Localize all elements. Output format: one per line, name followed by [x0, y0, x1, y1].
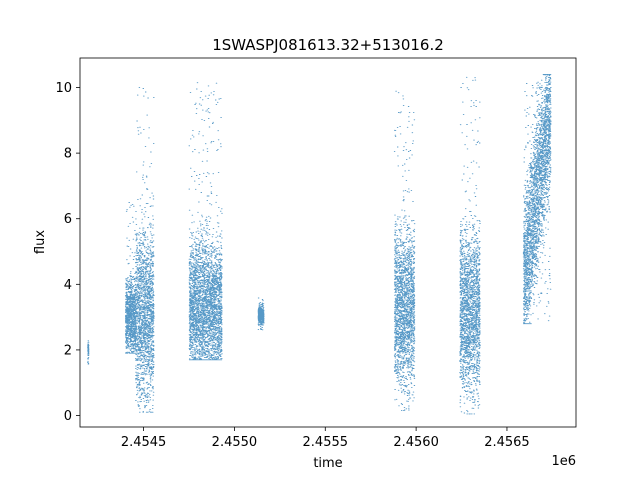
- data-point-cloud: [87, 73, 552, 415]
- y-tick-label: 0: [64, 409, 72, 424]
- x-tick-label: 2.4555: [303, 435, 349, 450]
- y-axis-ticks: 0 2 4 6 8 10: [55, 81, 80, 424]
- x-axis-offset-label: 1e6: [551, 454, 576, 469]
- x-tick-label: 2.4560: [393, 435, 439, 450]
- y-tick-label: 2: [64, 343, 72, 358]
- x-axis-label: time: [313, 456, 342, 471]
- y-tick-label: 4: [64, 278, 72, 293]
- x-tick-label: 2.4545: [121, 435, 167, 450]
- scatter-points: [87, 73, 552, 415]
- plot-frame: [79, 57, 577, 428]
- y-tick-label: 6: [64, 212, 72, 227]
- x-tick-label: 2.4565: [484, 435, 530, 450]
- x-tick-label: 2.4550: [212, 435, 258, 450]
- y-tick-label: 8: [64, 147, 72, 162]
- chart-title: 1SWASPJ081613.32+513016.2: [212, 36, 444, 54]
- y-axis-label: flux: [33, 230, 48, 254]
- y-tick-label: 10: [55, 81, 72, 96]
- x-axis-ticks: 2.4545 2.4550 2.4555 2.4560 2.4565: [121, 427, 530, 450]
